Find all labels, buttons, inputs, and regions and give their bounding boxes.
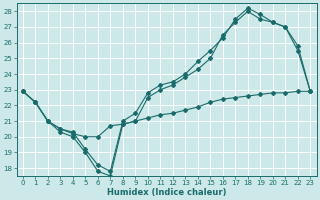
X-axis label: Humidex (Indice chaleur): Humidex (Indice chaleur) — [107, 188, 226, 197]
